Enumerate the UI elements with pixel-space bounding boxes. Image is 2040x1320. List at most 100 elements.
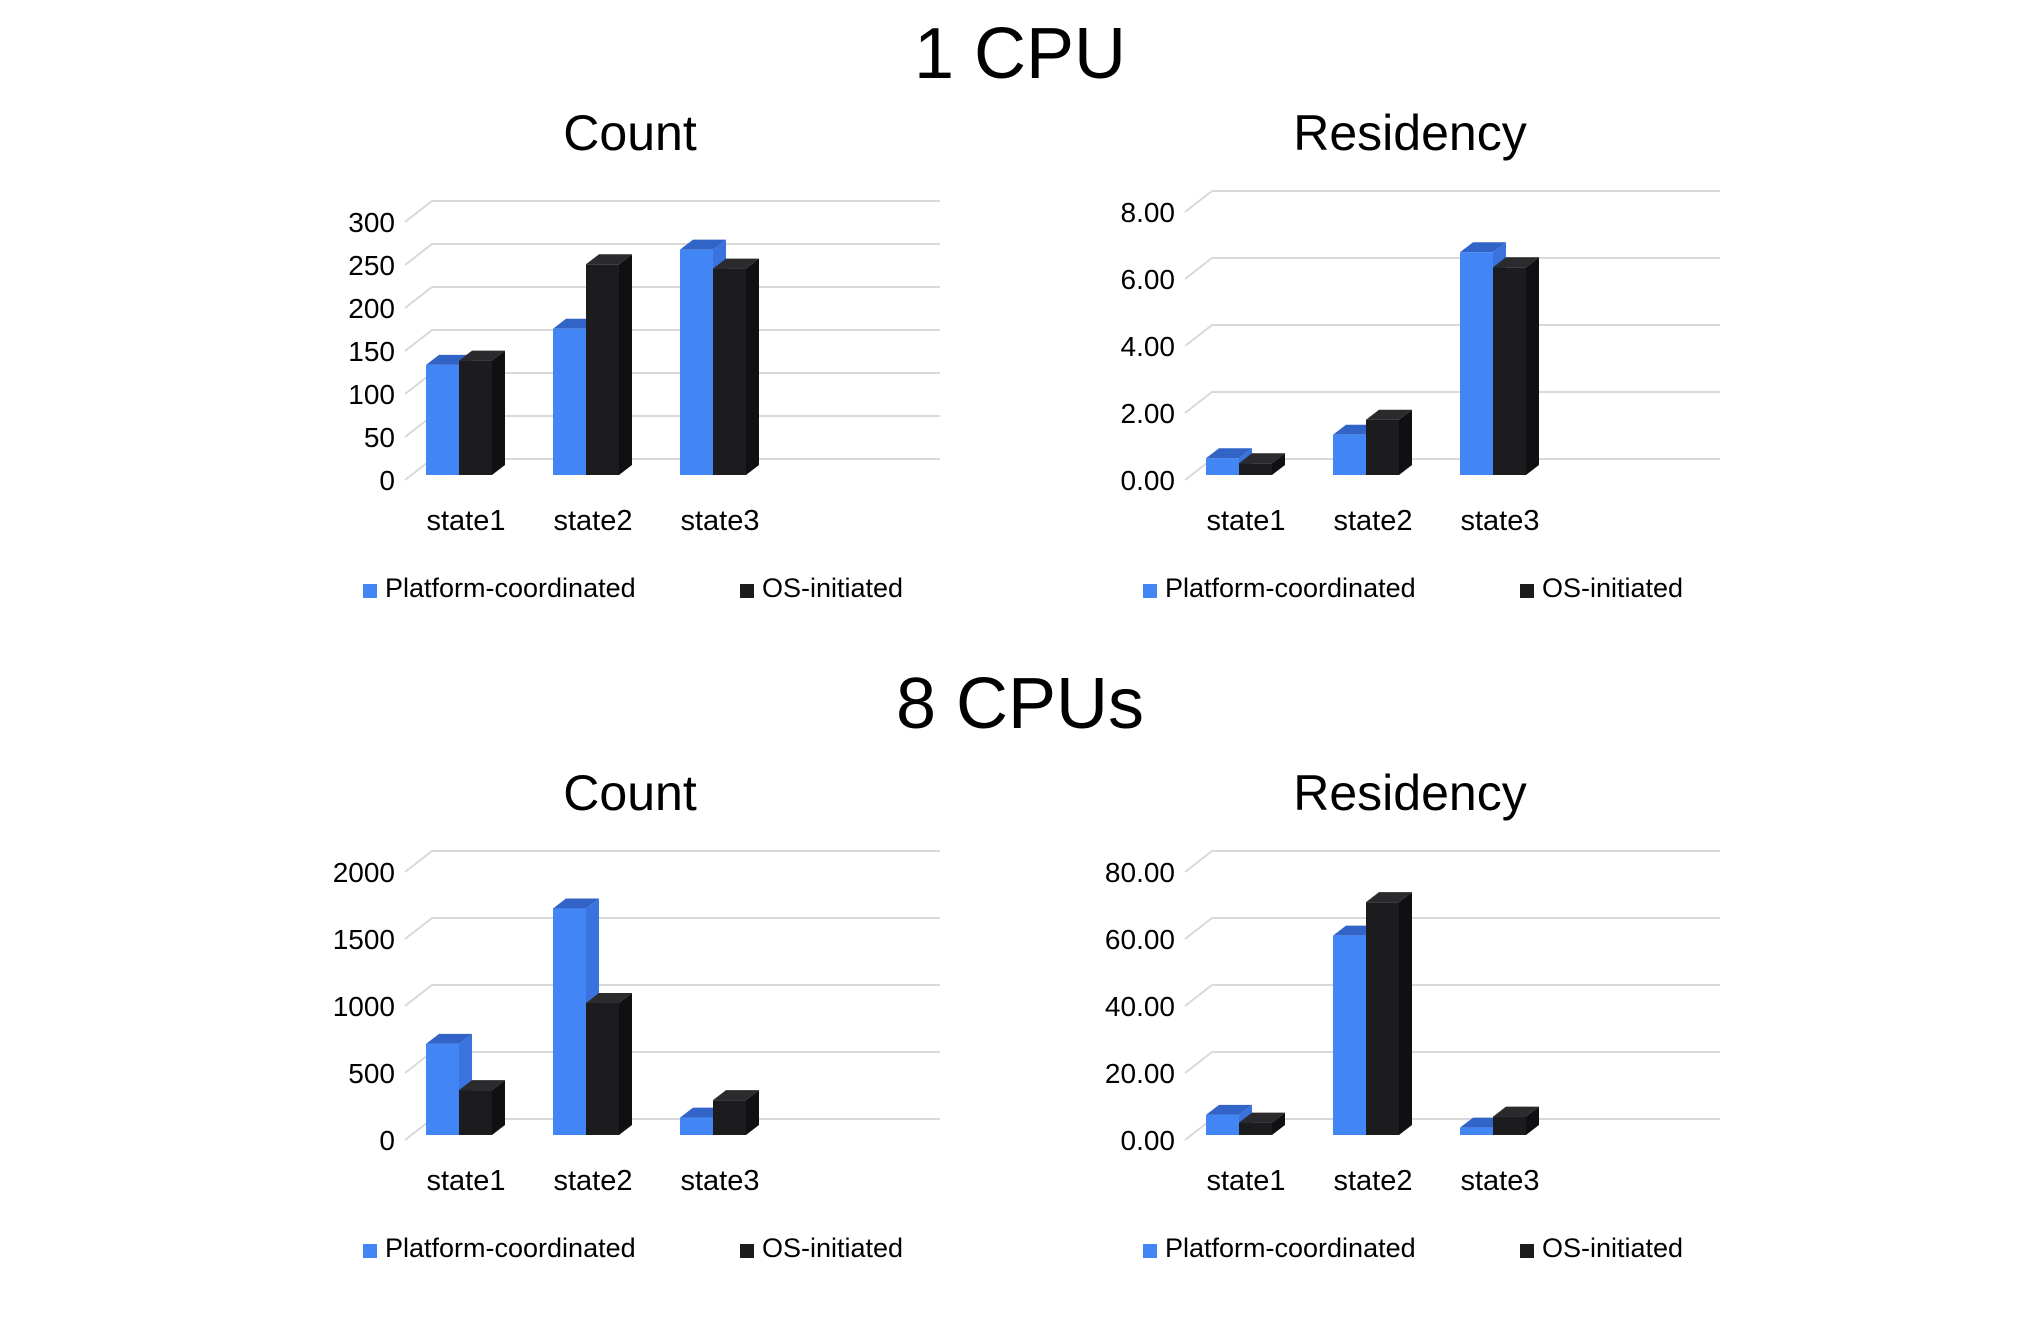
gridline (1184, 984, 1720, 1007)
bar-platform-coordinated-top (1206, 448, 1252, 459)
y-tick-label: 0.00 (1121, 1125, 1176, 1156)
bar-platform-coordinated-top (1206, 1104, 1252, 1115)
category-label: state3 (681, 505, 760, 537)
bar-platform-coordinated-top (1460, 242, 1506, 253)
gridline (1184, 257, 1720, 280)
category-label: state2 (554, 505, 633, 537)
bar-os-initiated (586, 1003, 619, 1135)
y-tick-label: 2000 (333, 857, 395, 888)
bar-os-initiated-side (492, 350, 505, 475)
bar-os-initiated-side (1272, 1112, 1285, 1135)
bar-os-initiated-top (459, 1080, 505, 1091)
gridline (404, 917, 940, 940)
bar-os-initiated-top (586, 993, 632, 1004)
gridline (1184, 190, 1720, 213)
bar-os-initiated-side (1526, 257, 1539, 475)
bar-platform-coordinated (1333, 434, 1366, 475)
legend-swatch-os-initiated (740, 584, 754, 598)
bar-os-initiated-top (1239, 453, 1285, 464)
bar-os-initiated-top (586, 254, 632, 265)
category-label: state1 (427, 1165, 506, 1197)
gridline (404, 1051, 940, 1074)
bar-os-initiated (459, 1090, 492, 1135)
bar-os-initiated-side (746, 1090, 759, 1135)
section-1-charts-row: Count 0 50 100 150 200 250 300 state1 state2 stat… (300, 95, 1740, 615)
chart-cpu8-count: Count 0 500 1000 1500 2000 state1 state2 state3… (300, 755, 960, 1275)
y-tick-label: 50 (364, 422, 395, 453)
legend-label: OS-initiated (762, 573, 903, 603)
bar-platform-coordinated (1460, 1127, 1493, 1135)
y-tick-label: 4.00 (1121, 331, 1176, 362)
plot-area: 0.00 2.00 4.00 6.00 8.00 state1 state2 state3 Pl… (1121, 190, 1720, 603)
bar-platform-coordinated (553, 908, 586, 1135)
gridline (1184, 850, 1720, 873)
category-label: state1 (427, 505, 506, 537)
chart-title: Residency (1293, 105, 1526, 161)
bar-platform-coordinated-top (553, 898, 599, 909)
chart-cpu1-count: Count 0 50 100 150 200 250 300 state1 state2 stat… (300, 95, 960, 615)
legend-swatch-platform-coordinated (363, 584, 377, 598)
legend-label: Platform-coordinated (1165, 1233, 1416, 1263)
chart-cpu1-residency: Residency 0.00 2.00 4.00 6.00 8.00 state1 stat… (1080, 95, 1740, 615)
category-label: state3 (1461, 505, 1540, 537)
chart-cpu1-count-svg: Count 0 50 100 150 200 250 300 state1 state2 stat… (348, 105, 940, 603)
bar-platform-coordinated (1206, 1114, 1239, 1135)
chart-cpu1-residency-svg: Residency 0.00 2.00 4.00 6.00 8.00 state1 stat… (1121, 105, 1720, 603)
legend-swatch-platform-coordinated (363, 1244, 377, 1258)
chart-title: Count (563, 765, 697, 821)
y-tick-label: 0.00 (1121, 465, 1176, 496)
legend-swatch-os-initiated (1520, 584, 1534, 598)
legend-label: OS-initiated (1542, 1233, 1683, 1263)
bar-os-initiated (459, 360, 492, 475)
legend-swatch-platform-coordinated (1143, 1244, 1157, 1258)
plot-area: 0 50 100 150 200 250 300 state1 state2 state3 Plat… (348, 200, 940, 603)
bar-os-initiated (1239, 1122, 1272, 1135)
legend-swatch-os-initiated (1520, 1244, 1534, 1258)
legend-label: OS-initiated (762, 1233, 903, 1263)
bar-platform-coordinated-top (426, 1033, 472, 1044)
bar-os-initiated (713, 1100, 746, 1135)
bar-os-initiated-side (1272, 453, 1285, 475)
section-2-heading: 8 CPUs (895, 664, 1145, 744)
bar-os-initiated-top (1493, 1106, 1539, 1117)
bar-platform-coordinated (680, 1117, 713, 1135)
legend-label: OS-initiated (1542, 573, 1683, 603)
gridline (404, 200, 940, 223)
plot-area: 0.00 20.00 40.00 60.00 80.00 state1 state2 stat… (1105, 850, 1720, 1263)
y-tick-label: 300 (348, 207, 395, 238)
chart-cpu8-residency: Residency 0.00 20.00 40.00 60.00 80.00 state1… (1080, 755, 1740, 1275)
bar-os-initiated-side (1399, 409, 1412, 475)
gridline (404, 243, 940, 266)
y-tick-label: 60.00 (1105, 924, 1175, 955)
y-tick-label: 200 (348, 293, 395, 324)
category-label: state1 (1207, 1165, 1286, 1197)
bar-platform-coordinated (1206, 458, 1239, 475)
bar-platform-coordinated (426, 1043, 459, 1135)
gridline (1184, 391, 1720, 414)
legend-label: Platform-coordinated (385, 1233, 636, 1263)
y-tick-label: 2.00 (1121, 398, 1176, 429)
category-label: state2 (1334, 1165, 1413, 1197)
bar-os-initiated-top (1493, 257, 1539, 268)
category-label: state2 (1334, 505, 1413, 537)
chart-title: Residency (1293, 765, 1526, 821)
bar-os-initiated-side (619, 993, 632, 1135)
y-tick-label: 80.00 (1105, 857, 1175, 888)
chart-cpu8-residency-svg: Residency 0.00 20.00 40.00 60.00 80.00 state1… (1105, 765, 1720, 1263)
category-label: state2 (554, 1165, 633, 1197)
chart-cpu8-count-svg: Count 0 500 1000 1500 2000 state1 state2 state3… (333, 765, 940, 1263)
y-tick-label: 100 (348, 379, 395, 410)
y-tick-label: 250 (348, 250, 395, 281)
legend-label: Platform-coordinated (1165, 573, 1416, 603)
bar-os-initiated (586, 264, 619, 475)
legend-label: Platform-coordinated (385, 573, 636, 603)
section-1-heading: 1 CPU (913, 14, 1127, 94)
bar-platform-coordinated-top (680, 239, 726, 250)
bar-platform-coordinated (426, 364, 459, 475)
category-label: state3 (1461, 1165, 1540, 1197)
y-tick-label: 500 (348, 1058, 395, 1089)
bar-platform-coordinated (553, 328, 586, 475)
plot-area: 0 500 1000 1500 2000 state1 state2 state3 Platfo… (333, 850, 940, 1263)
bar-os-initiated (1366, 419, 1399, 475)
